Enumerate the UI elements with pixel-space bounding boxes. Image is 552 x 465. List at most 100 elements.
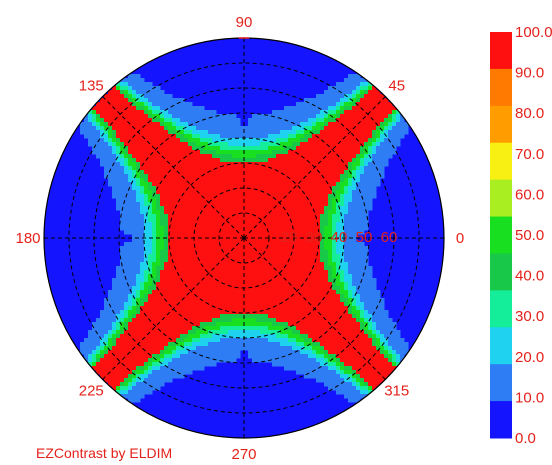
heatmap-cell [212, 306, 217, 311]
heatmap-cell [180, 246, 185, 251]
heatmap-cell [328, 250, 333, 255]
heatmap-cell [304, 146, 309, 151]
heatmap-cell [156, 318, 161, 323]
heatmap-cell [156, 282, 161, 287]
heatmap-cell [84, 354, 89, 359]
heatmap-cell [120, 174, 125, 179]
heatmap-cell [184, 174, 189, 179]
heatmap-cell [232, 158, 237, 163]
heatmap-cell [88, 358, 93, 363]
heatmap-cell [108, 290, 113, 295]
heatmap-cell [128, 190, 133, 195]
heatmap-cell [152, 222, 157, 227]
heatmap-cell [228, 178, 233, 183]
heatmap-cell [368, 182, 373, 187]
heatmap-cell [224, 126, 229, 131]
heatmap-cell [136, 146, 141, 151]
heatmap-cell [112, 294, 117, 299]
heatmap-cell [164, 334, 169, 339]
heatmap-cell [356, 182, 361, 187]
heatmap-cell [96, 146, 101, 151]
heatmap-cell [320, 238, 325, 243]
heatmap-cell [144, 202, 149, 207]
heatmap-cell [208, 358, 213, 363]
heatmap-cell [208, 306, 213, 311]
heatmap-cell [180, 282, 185, 287]
heatmap-cell [332, 234, 337, 239]
heatmap-cell [260, 246, 265, 251]
heatmap-cell [248, 318, 253, 323]
heatmap-cell [240, 162, 245, 167]
heatmap-cell [156, 250, 161, 255]
heatmap-cell [360, 242, 365, 247]
heatmap-cell [168, 98, 173, 103]
heatmap-cell [244, 310, 249, 315]
heatmap-cell [180, 334, 185, 339]
heatmap-cell [184, 182, 189, 187]
heatmap-cell [124, 374, 129, 379]
heatmap-cell [236, 234, 241, 239]
heatmap-cell [184, 194, 189, 199]
heatmap-cell [252, 270, 257, 275]
heatmap-cell [140, 154, 145, 159]
heatmap-cell [328, 338, 333, 343]
heatmap-cell [208, 190, 213, 195]
heatmap-cell [196, 138, 201, 143]
heatmap-cell [356, 322, 361, 327]
heatmap-cell [232, 114, 237, 119]
heatmap-cell [204, 122, 209, 127]
heatmap-cell [348, 150, 353, 155]
heatmap-cell [204, 290, 209, 295]
heatmap-cell [348, 142, 353, 147]
heatmap-cell [300, 202, 305, 207]
heatmap-cell [124, 294, 129, 299]
heatmap-cell [208, 310, 213, 315]
heatmap-cell [140, 286, 145, 291]
heatmap-cell [360, 198, 365, 203]
heatmap-cell [344, 158, 349, 163]
heatmap-cell [252, 114, 257, 119]
heatmap-cell [180, 114, 185, 119]
heatmap-cell [348, 178, 353, 183]
heatmap-cell [244, 210, 249, 215]
heatmap-cell [328, 170, 333, 175]
heatmap-cell [252, 266, 257, 271]
heatmap-cell [168, 178, 173, 183]
heatmap-cell [148, 162, 153, 167]
heatmap-cell [332, 170, 337, 175]
heatmap-cell [164, 198, 169, 203]
heatmap-cell [336, 298, 341, 303]
heatmap-cell [336, 274, 341, 279]
heatmap-cell [136, 194, 141, 199]
heatmap-cell [140, 382, 145, 387]
heatmap-cell [292, 170, 297, 175]
heatmap-cell [120, 102, 125, 107]
heatmap-cell [292, 222, 297, 227]
heatmap-cell [184, 282, 189, 287]
heatmap-cell [384, 334, 389, 339]
heatmap-cell [300, 290, 305, 295]
heatmap-cell [188, 102, 193, 107]
heatmap-cell [128, 286, 133, 291]
heatmap-cell [108, 162, 113, 167]
heatmap-cell [352, 302, 357, 307]
heatmap-cell [128, 358, 133, 363]
heatmap-cell [280, 278, 285, 283]
heatmap-cell [320, 354, 325, 359]
heatmap-cell [328, 386, 333, 391]
heatmap-cell [212, 354, 217, 359]
heatmap-cell [268, 178, 273, 183]
heatmap-cell [332, 306, 337, 311]
heatmap-cell [260, 242, 265, 247]
heatmap-cell [160, 354, 165, 359]
heatmap-cell [212, 362, 217, 367]
heatmap-cell [192, 274, 197, 279]
heatmap-cell [348, 182, 353, 187]
heatmap-cell [156, 202, 161, 207]
heatmap-cell [348, 362, 353, 367]
heatmap-cell [260, 254, 265, 259]
heatmap-cell [140, 142, 145, 147]
heatmap-cell [296, 162, 301, 167]
heatmap-cell [276, 318, 281, 323]
heatmap-cell [172, 114, 177, 119]
